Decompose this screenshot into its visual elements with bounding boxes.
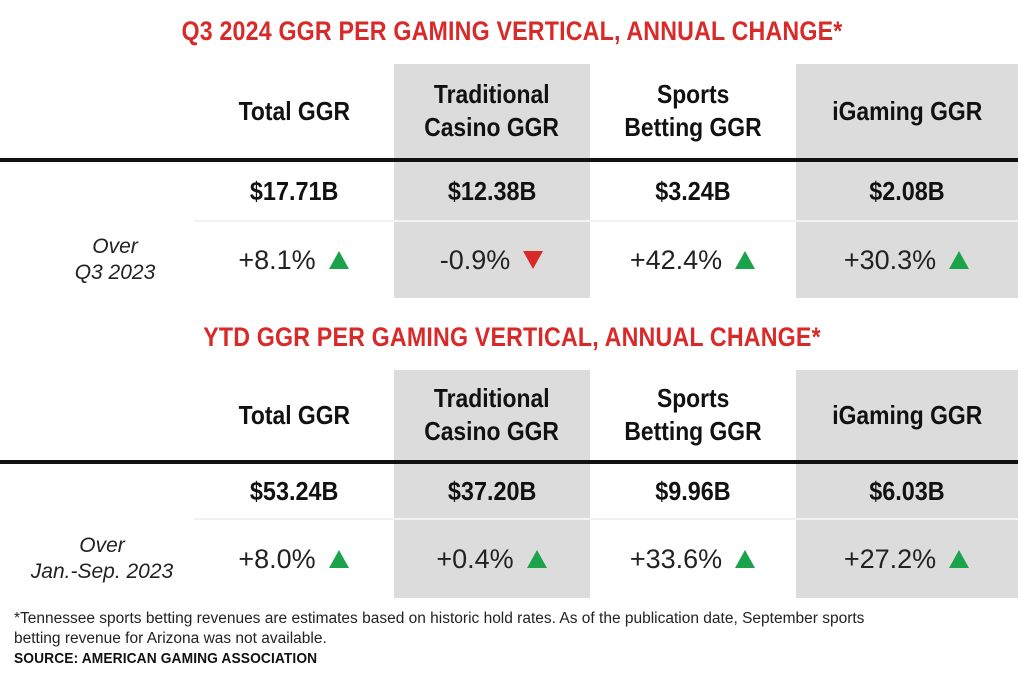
- footnote: *Tennessee sports betting revenues are e…: [14, 610, 865, 647]
- up-triangle: [949, 550, 970, 568]
- change-casino: +0.4%: [394, 520, 590, 598]
- up-arrow-icon: [735, 550, 756, 568]
- column-header-igaming: iGaming GGR: [831, 399, 983, 430]
- column-header-sports: Sports Betting GGR: [624, 79, 762, 142]
- up-triangle: [328, 550, 349, 568]
- header-rule: [0, 460, 1018, 464]
- value-igaming: $6.03B: [869, 475, 945, 506]
- column-header-casino: Traditional Casino GGR: [424, 383, 560, 446]
- value-sports: $3.24B: [655, 175, 731, 206]
- column-shade-casino: [394, 370, 590, 598]
- value-total: $53.24B: [249, 475, 339, 506]
- up-triangle: [735, 550, 756, 568]
- column-shade-igaming: [796, 370, 1018, 598]
- source-credit: SOURCE: AMERICAN GAMING ASSOCIATION: [14, 650, 318, 667]
- change-total: +8.1%: [194, 222, 394, 298]
- up-arrow-icon: [735, 251, 756, 269]
- table-title: Q3 2024 GGR PER GAMING VERTICAL, ANNUAL …: [181, 16, 843, 46]
- change-total: +8.0%: [194, 520, 394, 598]
- value-total: $17.71B: [249, 175, 339, 206]
- up-triangle: [949, 251, 970, 269]
- up-arrow-icon: [328, 251, 349, 269]
- comparison-label: Over Q3 2023: [74, 235, 156, 284]
- column-shade-igaming: [796, 64, 1018, 298]
- column-shade-casino: [394, 64, 590, 298]
- up-triangle: [328, 251, 349, 269]
- column-header-sports: Sports Betting GGR: [624, 383, 762, 446]
- change-sports: +42.4%: [590, 222, 796, 298]
- value-casino: $12.38B: [447, 175, 537, 206]
- up-arrow-icon: [949, 550, 970, 568]
- value-igaming: $2.08B: [869, 175, 945, 206]
- comparison-label: Over Jan.-Sep. 2023: [30, 534, 174, 583]
- change-casino: -0.9%: [394, 222, 590, 298]
- column-header-total: Total GGR: [238, 399, 350, 430]
- ytd-table: YTD GGR PER GAMING VERTICAL, ANNUAL CHAN…: [0, 322, 1024, 602]
- header-rule: [0, 158, 1018, 162]
- up-arrow-icon: [949, 251, 970, 269]
- up-arrow-icon: [328, 550, 349, 568]
- change-igaming: +27.2%: [796, 520, 1018, 598]
- change-sports: +33.6%: [590, 520, 796, 598]
- change-igaming: +30.3%: [796, 222, 1018, 298]
- up-triangle: [526, 550, 547, 568]
- table-title: YTD GGR PER GAMING VERTICAL, ANNUAL CHAN…: [203, 322, 821, 352]
- down-arrow-icon: [523, 251, 544, 269]
- down-triangle: [523, 251, 544, 269]
- column-header-total: Total GGR: [238, 95, 350, 126]
- column-header-igaming: iGaming GGR: [831, 95, 983, 126]
- row-divider: [194, 518, 1018, 520]
- up-arrow-icon: [526, 550, 547, 568]
- value-sports: $9.96B: [655, 475, 731, 506]
- up-triangle: [735, 251, 756, 269]
- q3-table: Q3 2024 GGR PER GAMING VERTICAL, ANNUAL …: [0, 0, 1024, 300]
- column-header-casino: Traditional Casino GGR: [424, 79, 560, 142]
- row-divider: [194, 220, 1018, 222]
- value-casino: $37.20B: [447, 475, 537, 506]
